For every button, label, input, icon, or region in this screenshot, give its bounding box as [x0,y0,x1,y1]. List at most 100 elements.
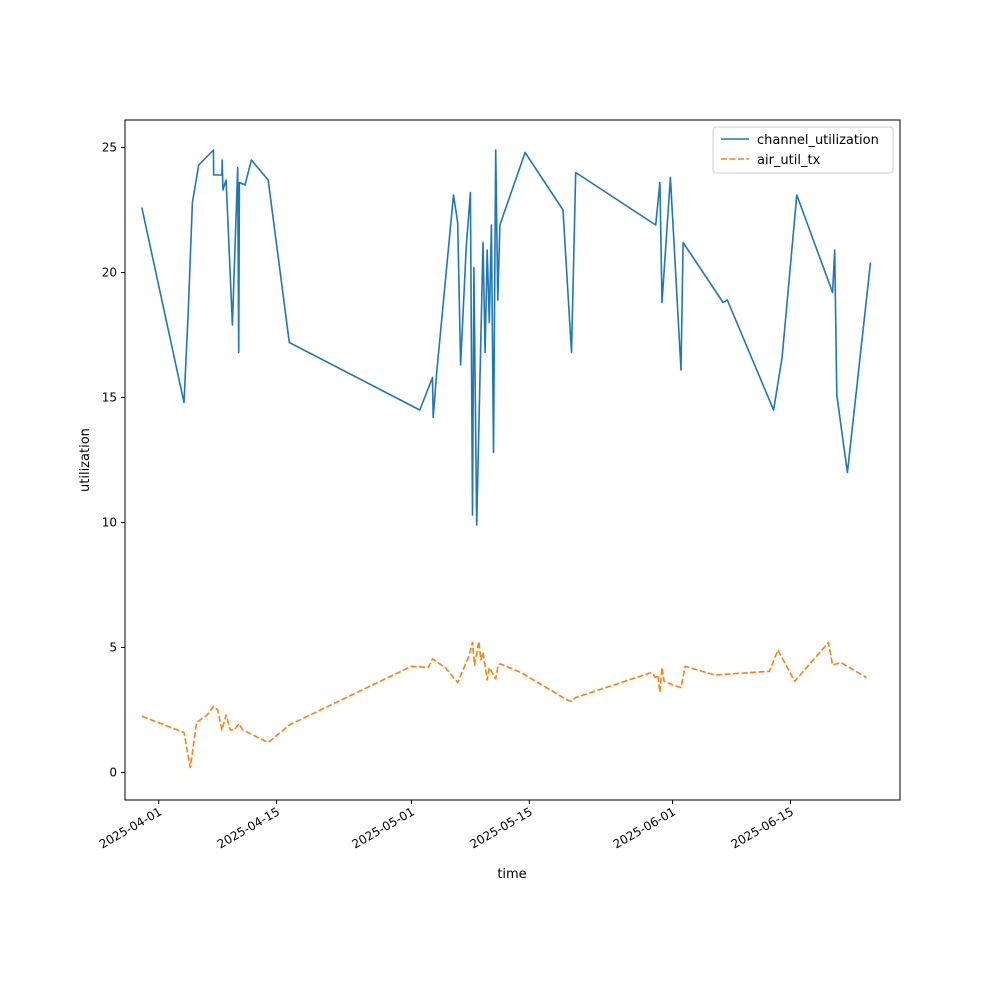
data-point-channel_utilization-59 [869,261,872,264]
data-point-air_util_tx-14 [288,724,291,727]
data-point-air_util_tx-15 [410,665,413,668]
data-point-channel_utilization-24 [456,221,459,224]
data-point-channel_utilization-20 [431,376,434,379]
data-point-air_util_tx-20 [465,661,468,664]
data-point-air_util_tx-46 [713,674,716,677]
data-point-channel_utilization-8 [221,159,224,162]
data-point-air_util_tx-51 [831,664,834,667]
data-point-channel_utilization-31 [482,241,485,244]
data-point-air_util_tx-49 [793,680,796,683]
data-point-channel_utilization-51 [726,299,729,302]
data-point-channel_utilization-44 [654,224,657,227]
plot-frame [124,119,901,801]
data-point-channel_utilization-21 [432,416,435,419]
data-point-channel_utilization-46 [661,301,664,304]
data-point-air_util_tx-44 [680,686,683,689]
y-tick-label: 10 [102,516,117,530]
data-point-air_util_tx-52 [840,661,843,664]
data-point-air_util_tx-17 [431,657,434,660]
data-point-air_util_tx-47 [768,670,771,673]
data-point-air_util_tx-22 [471,641,474,644]
data-point-air_util_tx-23 [473,664,476,667]
y-tick-label: 0 [109,766,117,780]
data-point-channel_utilization-2 [187,311,190,314]
legend-label-channel_utilization: channel_utilization [757,133,879,148]
data-point-channel_utilization-53 [781,356,784,359]
data-point-channel_utilization-35 [490,224,493,227]
data-point-air_util_tx-11 [237,722,240,725]
data-point-air_util_tx-4 [206,714,209,717]
data-point-air_util_tx-45 [684,665,687,668]
data-point-channel_utilization-48 [680,369,683,372]
data-point-channel_utilization-27 [469,191,472,194]
x-tick-label: 2025-04-15 [215,804,282,851]
data-point-channel_utilization-10 [225,179,228,182]
data-point-channel_utilization-58 [846,471,849,474]
data-point-air_util_tx-3 [195,721,198,724]
data-point-air_util_tx-16 [427,666,430,669]
x-tick-label: 2025-05-15 [467,804,534,851]
data-point-channel_utilization-56 [833,249,836,252]
data-point-channel_utilization-16 [250,159,253,162]
data-point-channel_utilization-7 [220,174,223,177]
data-point-air_util_tx-34 [566,699,569,702]
data-point-channel_utilization-54 [795,194,798,197]
series-line-air_util_tx [141,640,867,769]
data-point-air_util_tx-42 [663,680,666,683]
data-point-channel_utilization-26 [465,246,468,249]
data-point-channel_utilization-47 [669,176,672,179]
data-point-channel_utilization-3 [191,201,194,204]
data-point-channel_utilization-28 [471,514,474,517]
data-point-channel_utilization-25 [459,364,462,367]
data-point-channel_utilization-4 [197,164,200,167]
data-point-air_util_tx-29 [490,670,493,673]
x-tick-label: 2025-05-01 [350,804,417,851]
data-point-channel_utilization-22 [435,371,438,374]
data-point-channel_utilization-40 [524,151,527,154]
data-point-channel_utilization-32 [484,351,487,354]
data-point-air_util_tx-36 [574,696,577,699]
plot-marks [140,149,872,769]
data-point-air_util_tx-30 [494,677,497,680]
x-tick-label: 2025-06-15 [729,804,796,851]
data-point-channel_utilization-15 [244,184,247,187]
data-point-channel_utilization-52 [772,409,775,412]
series-line-channel_utilization [141,149,872,526]
data-point-channel_utilization-55 [831,291,834,294]
data-point-channel_utilization-49 [682,241,685,244]
x-tick-label: 2025-06-01 [611,804,678,851]
data-point-air_util_tx-31 [496,666,499,669]
data-point-air_util_tx-28 [488,666,491,669]
data-point-air_util_tx-27 [486,679,489,682]
data-point-channel_utilization-19 [418,409,421,412]
data-point-channel_utilization-34 [488,321,491,324]
data-point-channel_utilization-30 [475,524,478,527]
data-point-air_util_tx-41 [661,666,664,669]
data-point-channel_utilization-0 [140,206,143,209]
data-point-channel_utilization-5 [212,149,215,152]
data-point-air_util_tx-7 [220,729,223,732]
data-point-air_util_tx-26 [482,651,485,654]
data-point-air_util_tx-10 [233,729,236,732]
data-point-channel_utilization-43 [574,171,577,174]
data-point-channel_utilization-41 [562,209,565,212]
data-point-air_util_tx-19 [456,681,459,684]
data-point-air_util_tx-5 [212,705,215,708]
data-point-air_util_tx-32 [498,662,501,665]
data-point-channel_utilization-38 [496,299,499,302]
data-point-air_util_tx-1 [183,731,186,734]
data-point-air_util_tx-33 [519,671,522,674]
legend-label-air_util_tx: air_util_tx [757,153,821,168]
legend: channel_utilization air_util_tx [712,126,894,174]
y-tick-label: 20 [102,266,117,280]
data-point-air_util_tx-50 [827,641,830,644]
data-point-air_util_tx-9 [229,729,232,732]
data-point-channel_utilization-36 [492,451,495,454]
data-point-channel_utilization-6 [212,174,215,177]
data-point-air_util_tx-43 [671,684,674,687]
data-point-channel_utilization-45 [658,181,661,184]
data-point-channel_utilization-12 [236,166,239,169]
data-point-air_util_tx-18 [444,666,447,669]
x-axis: 2025-04-01 2025-04-15 2025-05-01 2025-05-15… [97,800,796,851]
